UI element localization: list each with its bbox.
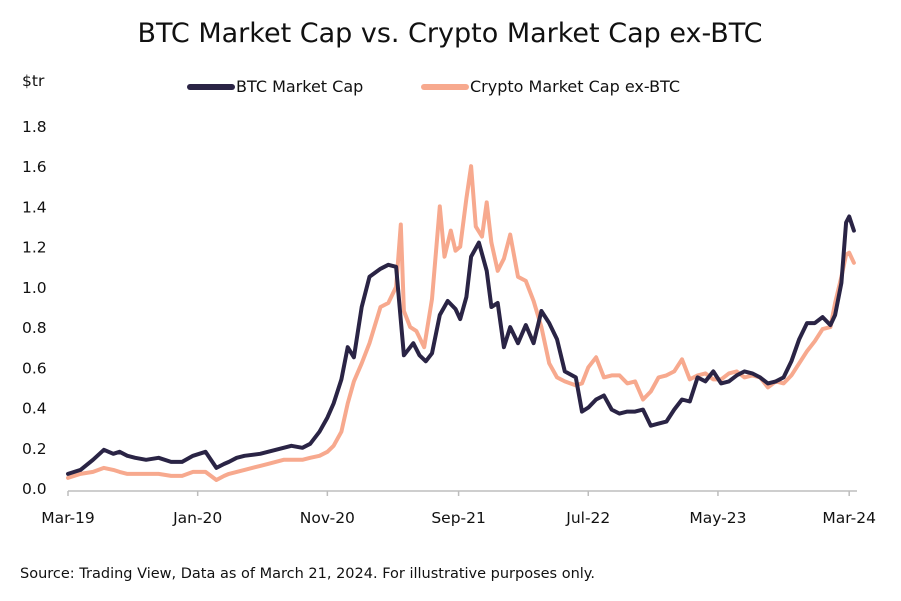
x-tick-label: Mar-24 (822, 509, 876, 527)
chart-title: BTC Market Cap vs. Crypto Market Cap ex-… (137, 18, 762, 49)
x-tick-label: Jul-22 (565, 509, 610, 527)
y-axis: 0.0 0.2 0.4 0.6 0.8 1.0 1.2 1.4 1.6 1.8 (22, 118, 47, 498)
y-tick-label: 1.8 (22, 118, 47, 136)
x-tick-label: Nov-20 (300, 509, 355, 527)
x-tick-label: Sep-21 (431, 509, 486, 527)
series-layer (66, 164, 856, 482)
y-axis-unit-label: $tr (22, 72, 45, 90)
x-tick-label: Mar-19 (41, 509, 95, 527)
legend: BTC Market Cap Crypto Market Cap ex-BTC (187, 77, 680, 96)
legend-label-ex-btc: Crypto Market Cap ex-BTC (470, 77, 680, 96)
y-tick-label: 1.6 (22, 158, 47, 176)
x-tick-label: May-23 (689, 509, 746, 527)
y-tick-label: 0.6 (22, 359, 47, 377)
y-tick-label: 0.8 (22, 319, 47, 337)
x-axis: Mar-19 Jan-20 Nov-20 Sep-21 Jul-22 May-23 Mar-… (41, 490, 876, 527)
y-tick-label: 1.2 (22, 239, 47, 257)
y-tick-label: 0.4 (22, 400, 47, 418)
series-line-btc-market-cap (66, 214, 856, 476)
y-tick-label: 0.2 (22, 440, 47, 458)
y-tick-label: 0.0 (22, 480, 47, 498)
y-tick-label: 1.4 (22, 198, 47, 216)
x-tick-label: Jan-20 (172, 509, 222, 527)
y-tick-label: 1.0 (22, 279, 47, 297)
legend-label-btc: BTC Market Cap (236, 77, 363, 96)
source-note: Source: Trading View, Data as of March 2… (20, 566, 595, 582)
series-line-crypto-ex-btc (66, 164, 856, 482)
